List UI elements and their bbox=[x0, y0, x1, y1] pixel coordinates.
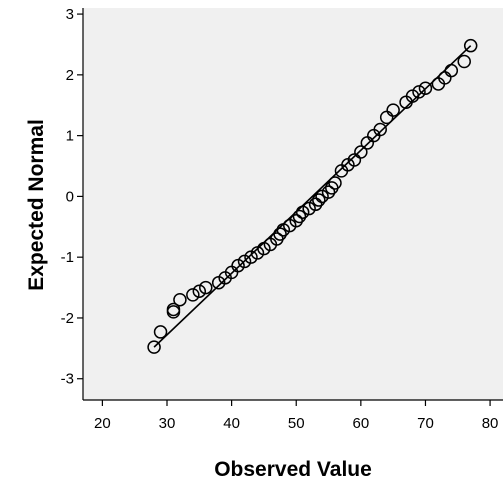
data-point bbox=[312, 193, 326, 207]
y-tick-label: 0 bbox=[66, 188, 74, 205]
y-tick-label: -1 bbox=[61, 249, 74, 266]
x-tick-label: 80 bbox=[482, 415, 499, 432]
x-tick-label: 50 bbox=[288, 415, 305, 432]
data-point bbox=[457, 54, 471, 69]
data-point bbox=[199, 280, 213, 295]
data-point bbox=[192, 284, 207, 298]
data-point bbox=[386, 103, 400, 117]
data-point bbox=[292, 209, 307, 224]
x-tick-label: 70 bbox=[417, 415, 434, 432]
data-point bbox=[418, 81, 433, 95]
data-point bbox=[295, 205, 310, 219]
data-points bbox=[147, 38, 478, 354]
data-point bbox=[166, 302, 181, 317]
y-axis-ticks: -3 -2 -1 0 1 2 3 bbox=[61, 6, 83, 388]
x-tick-label: 20 bbox=[94, 415, 111, 432]
x-tick-label: 60 bbox=[353, 415, 370, 432]
y-tick-label: 1 bbox=[66, 128, 74, 145]
data-point bbox=[147, 340, 161, 354]
data-point bbox=[289, 213, 303, 228]
data-point bbox=[373, 122, 387, 137]
data-point bbox=[273, 227, 287, 241]
data-point bbox=[444, 63, 459, 78]
data-point bbox=[354, 145, 368, 159]
data-point bbox=[328, 176, 342, 190]
data-point bbox=[186, 288, 200, 302]
y-tick-label: 2 bbox=[66, 67, 74, 84]
data-point bbox=[173, 292, 187, 307]
data-point bbox=[412, 85, 426, 99]
y-tick-label: -3 bbox=[61, 371, 74, 388]
x-tick-label: 40 bbox=[223, 415, 240, 432]
data-point bbox=[463, 38, 478, 53]
plot-area bbox=[83, 8, 503, 400]
y-axis-title: Expected Normal bbox=[25, 119, 48, 291]
x-tick-label: 30 bbox=[159, 415, 176, 432]
data-point bbox=[153, 325, 168, 339]
x-axis-ticks: 20 30 40 50 60 70 80 bbox=[94, 400, 498, 432]
x-axis-title: Observed Value bbox=[214, 458, 372, 481]
data-point bbox=[321, 185, 336, 199]
y-tick-label: -2 bbox=[61, 310, 74, 327]
y-tick-label: 3 bbox=[66, 6, 74, 23]
